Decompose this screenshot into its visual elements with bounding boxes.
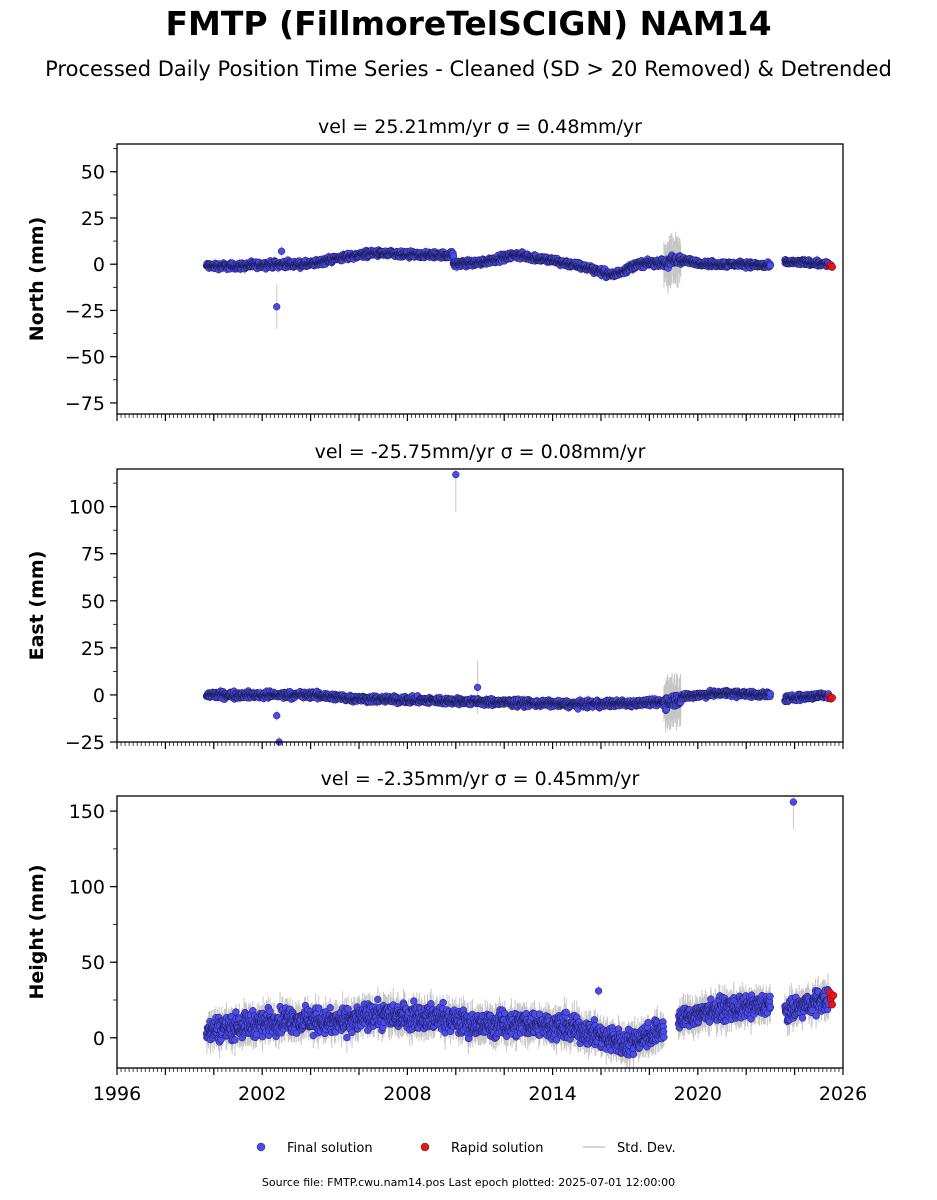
rapid-points bbox=[825, 261, 836, 271]
y-tick-label: −75 bbox=[65, 393, 105, 415]
panel-title: vel = 25.21mm/yr σ = 0.48mm/yr bbox=[318, 116, 642, 138]
y-tick-label: −50 bbox=[65, 347, 105, 369]
y-tick-label: 0 bbox=[93, 254, 105, 276]
final-point bbox=[277, 247, 286, 255]
y-tick-label: 50 bbox=[81, 162, 105, 184]
y-axis-label: North (mm) bbox=[26, 217, 48, 342]
rapid-point bbox=[828, 263, 836, 271]
y-tick-label: −25 bbox=[65, 300, 105, 322]
y-axis-label: East (mm) bbox=[26, 551, 48, 661]
plot-frame bbox=[116, 143, 844, 415]
final-point bbox=[273, 303, 281, 311]
y-tick-label: 25 bbox=[81, 208, 105, 230]
final-point bbox=[766, 261, 775, 270]
final-points bbox=[202, 246, 833, 311]
stddev-bars bbox=[206, 231, 829, 329]
panel-north: vel = 25.21mm/yr σ = 0.48mm/yr North (mm)… bbox=[26, 116, 844, 421]
chart-title: FMTP (FillmoreTelSCIGN) NAM14 bbox=[0, 4, 937, 43]
chart-subtitle: Processed Daily Position Time Series - C… bbox=[0, 57, 937, 81]
panel-east: vel = -25.75mm/yr σ = 0.08mm/yr East (mm)… bbox=[26, 441, 844, 754]
panel-title: vel = -25.75mm/yr σ = 0.08mm/yr bbox=[315, 441, 646, 463]
